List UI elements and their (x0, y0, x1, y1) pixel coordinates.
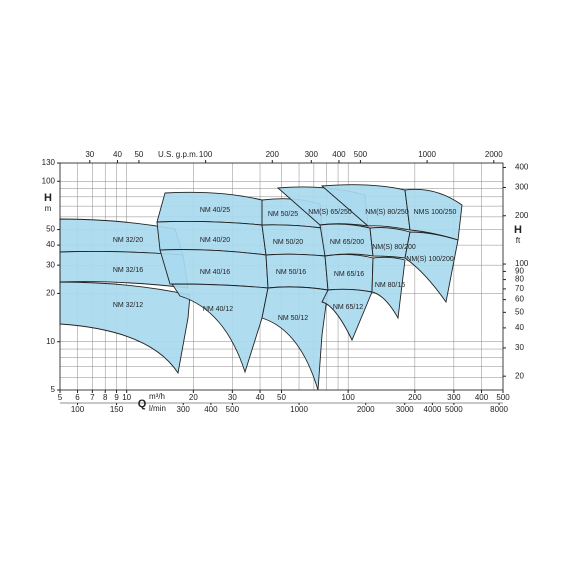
x-tick-label: 20 (189, 393, 198, 402)
x3-tick-label: 50 (134, 150, 143, 159)
x3-tick-label: 30 (85, 150, 94, 159)
x-tick-label: 400 (475, 393, 489, 402)
region-label: NM(S) 100/200 (406, 256, 454, 263)
x2-tick-label: 300 (177, 405, 191, 414)
x3-tick-label: 500 (354, 150, 368, 159)
x3-tick-label: 100 (199, 150, 213, 159)
x-tick-label: 9 (114, 393, 119, 402)
y2-tick-label: 400 (515, 163, 529, 172)
region-label: NM(S) 65/250 (308, 209, 352, 216)
pump-region (321, 288, 373, 342)
x3-tick-label: 1000 (418, 150, 436, 159)
x2-unit: l/min (149, 404, 166, 413)
y2-tick-label: 300 (515, 183, 529, 192)
y2-tick-label: 40 (515, 323, 524, 332)
x2-tick-label: 1000 (290, 405, 308, 414)
x-tick-label: 5 (58, 393, 63, 402)
y2-tick-label: 60 (515, 295, 524, 304)
y-tick-label: 40 (46, 240, 55, 249)
region-label: NM 50/12 (278, 315, 308, 322)
x2-tick-label: 150 (110, 405, 124, 414)
y2-tick-label: 20 (515, 371, 524, 380)
y2-tick-label: 30 (515, 343, 524, 352)
region-label: NM 65/12 (333, 304, 363, 311)
x-tick-label: 30 (228, 393, 237, 402)
x2-tick-label: 4000 (424, 405, 442, 414)
x-tick-label: 500 (496, 393, 510, 402)
x-tick-label: 50 (277, 393, 286, 402)
x3-label: U.S. g.p.m. (158, 150, 198, 159)
x3-tick-label: 400 (332, 150, 346, 159)
y-tick-label: 30 (46, 260, 55, 269)
x-tick-label: 200 (408, 393, 422, 402)
pump-region (261, 286, 329, 391)
y2-tick-label: 50 (515, 307, 524, 316)
x-axis-symbol: Q (138, 398, 147, 410)
region-label: NM 32/20 (113, 237, 143, 244)
x-tick-label: 10 (122, 393, 131, 402)
pump-region (404, 231, 459, 304)
y2-tick-label: 100 (515, 259, 529, 268)
x-tick-label: 300 (447, 393, 461, 402)
x-tick-label: 40 (256, 393, 265, 402)
y2-axis-symbol: H (514, 224, 522, 236)
region-label: NM 65/200 (330, 239, 364, 246)
x-unit: m³/h (149, 392, 165, 401)
x2-tick-label: 400 (204, 405, 218, 414)
x2-tick-label: 8000 (490, 405, 508, 414)
region-label: NM 40/16 (200, 269, 230, 276)
x2-tick-label: 5000 (445, 405, 463, 414)
x2-tick-label: 2000 (357, 405, 375, 414)
region-label: NM(S) 80/250 (365, 209, 409, 216)
region-label: NM 40/20 (200, 237, 230, 244)
region-label: NM 40/12 (203, 306, 233, 313)
region-label: NMS 100/250 (414, 209, 457, 216)
y2-tick-label: 80 (515, 275, 524, 284)
pump-region (369, 227, 411, 259)
y-tick-label: 10 (46, 337, 55, 346)
y2-tick-label: 70 (515, 284, 524, 293)
y2-tick-label: 200 (515, 211, 529, 220)
regions (59, 184, 463, 391)
region-label: NM 50/25 (268, 211, 298, 218)
y2-unit: ft (516, 236, 521, 245)
region-label: NM 50/16 (276, 269, 306, 276)
x2-tick-label: 100 (71, 405, 85, 414)
y-tick-label: 20 (46, 289, 55, 298)
x-tick-label: 100 (341, 393, 355, 402)
region-label: NM(S) 80/200 (372, 244, 416, 251)
region-label: NM 32/16 (113, 267, 143, 274)
x3-tick-label: 2000 (485, 150, 503, 159)
region-label: NM 80/16 (375, 282, 405, 289)
x3-tick-label: 200 (266, 150, 280, 159)
region-label: NM 40/25 (200, 207, 230, 214)
region-label: NM 50/20 (273, 239, 303, 246)
pump-region (59, 281, 191, 375)
y2-tick-label: 90 (515, 266, 524, 275)
x-tick-label: 8 (103, 393, 108, 402)
region-label: NM 65/16 (334, 271, 364, 278)
x-tick-label: 6 (75, 393, 80, 402)
region-label: NM 32/12 (113, 302, 143, 309)
y-tick-label: 50 (46, 225, 55, 234)
x2-tick-label: 3000 (396, 405, 414, 414)
y-axis-symbol: H (44, 192, 52, 204)
y-tick-label: 5 (51, 385, 56, 394)
y-tick-label: 100 (42, 176, 56, 185)
x2-tick-label: 500 (226, 405, 240, 414)
x3-tick-label: 300 (305, 150, 319, 159)
y-tick-label: 130 (42, 158, 56, 167)
pump-region (371, 256, 406, 320)
x-tick-label: 7 (90, 393, 95, 402)
y-unit: m (45, 204, 52, 213)
x3-tick-label: 40 (113, 150, 122, 159)
pump-region (171, 283, 269, 374)
